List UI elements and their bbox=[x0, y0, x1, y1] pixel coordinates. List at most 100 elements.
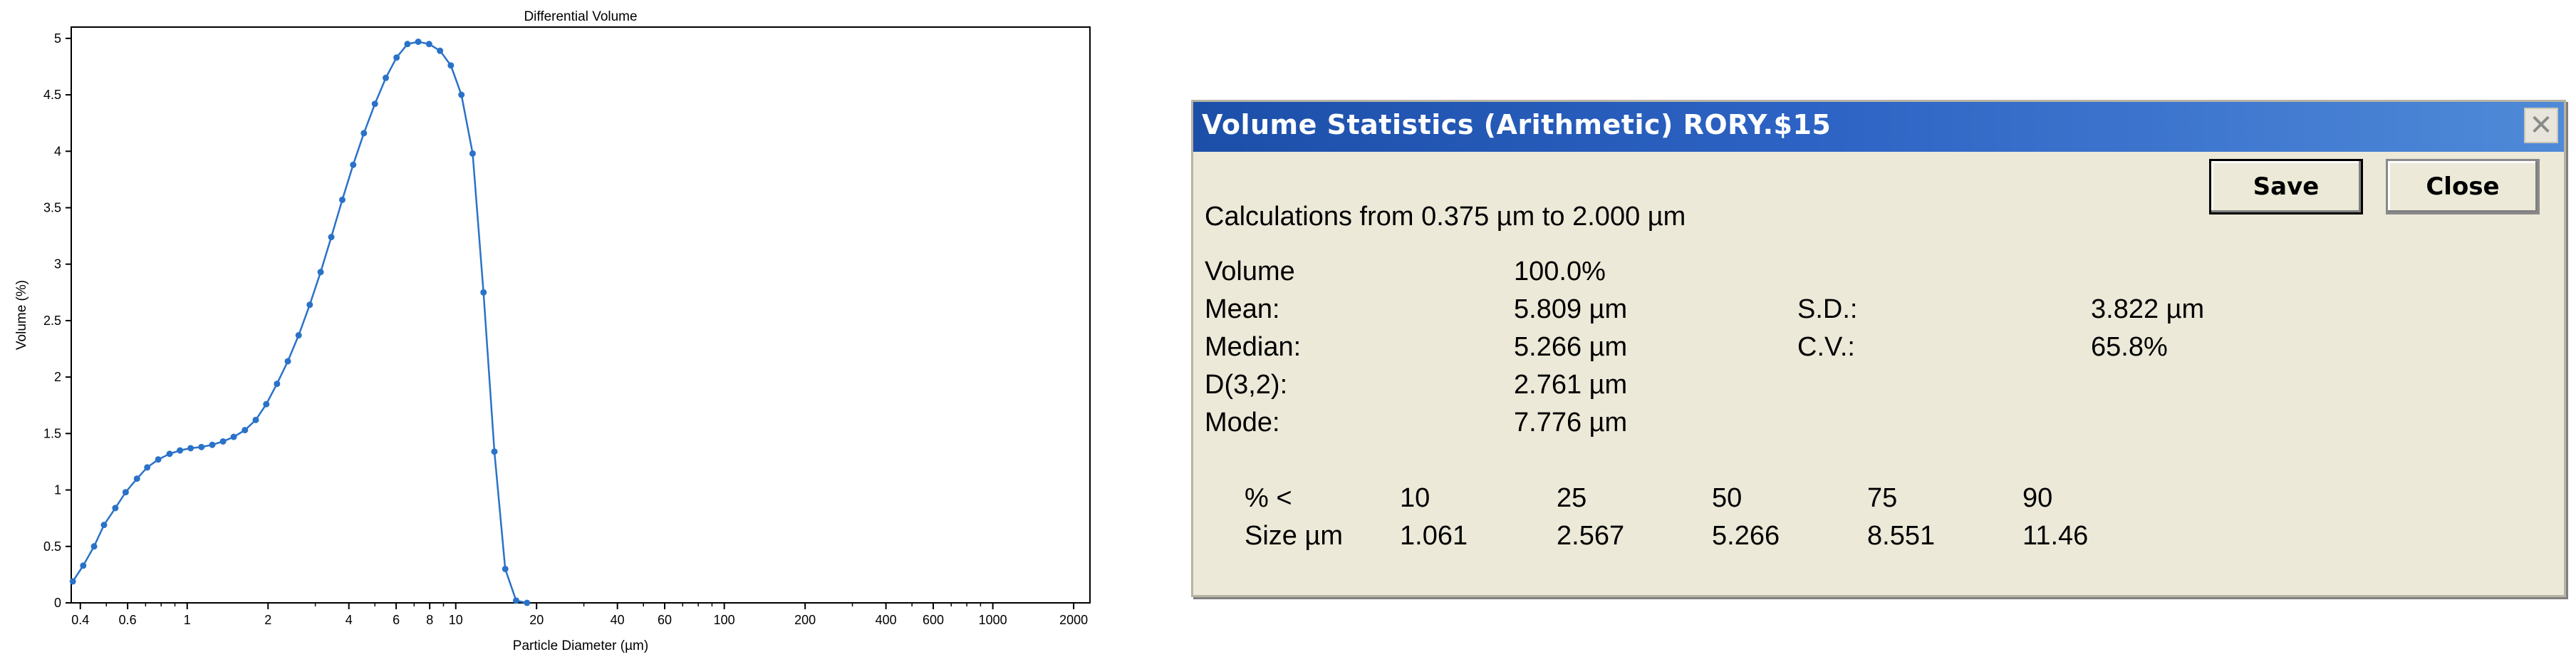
data-point bbox=[155, 456, 162, 463]
data-point bbox=[166, 450, 173, 457]
plot-frame bbox=[71, 26, 1091, 604]
cv-value: 65.8% bbox=[2091, 332, 2168, 362]
mode-label: Mode: bbox=[1205, 408, 1280, 438]
x-tick-label: 2000 bbox=[1059, 613, 1088, 627]
data-point bbox=[133, 475, 140, 482]
size-cell: 11.46 bbox=[2022, 521, 2089, 551]
mean-value: 5.809 µm bbox=[1514, 294, 1628, 324]
data-point bbox=[480, 289, 487, 296]
differential-volume-chart: Differential Volume 0 0.5 1 1.5 2 2.5 3 3.5 4 4.5 5… bbox=[0, 0, 1111, 662]
data-point bbox=[112, 505, 119, 512]
size-cell: 8.551 bbox=[1867, 521, 1936, 551]
data-point bbox=[177, 447, 184, 454]
x-tick-label: 400 bbox=[876, 613, 897, 627]
data-point bbox=[512, 597, 519, 604]
data-point bbox=[393, 54, 400, 61]
data-point bbox=[263, 400, 270, 408]
data-point bbox=[274, 381, 281, 388]
x-tick-label: 1000 bbox=[979, 613, 1007, 627]
close-icon[interactable]: ✕ bbox=[2524, 108, 2558, 143]
x-tick-label: 0.6 bbox=[119, 613, 137, 627]
calc-range-text: Calculations from 0.375 µm to 2.000 µm bbox=[1205, 202, 1686, 232]
data-point bbox=[295, 332, 302, 339]
sd-label: S.D.: bbox=[1797, 294, 1858, 324]
y-tick-label: 2.5 bbox=[43, 314, 61, 328]
y-tick-label: 0.5 bbox=[43, 539, 61, 554]
chart-title: Differential Volume bbox=[524, 9, 637, 24]
median-label: Median: bbox=[1205, 332, 1302, 362]
data-point bbox=[338, 196, 346, 203]
data-point bbox=[219, 438, 227, 445]
percentile-cell: 90 bbox=[2022, 483, 2053, 513]
d32-label: D(3,2): bbox=[1205, 370, 1288, 400]
volume-value: 100.0% bbox=[1514, 257, 1606, 286]
percentile-row-label: % < bbox=[1245, 483, 1292, 513]
data-point bbox=[328, 234, 335, 241]
y-tick-label: 5 bbox=[54, 31, 61, 46]
x-tick-label: 200 bbox=[794, 613, 816, 627]
volume-label: Volume bbox=[1205, 257, 1295, 286]
x-tick-label: 600 bbox=[923, 613, 944, 627]
x-tick-label: 6 bbox=[393, 613, 400, 627]
dialog-title: Volume Statistics (Arithmetic) RORY.$15 bbox=[1202, 109, 1832, 140]
percentile-cell: 25 bbox=[1557, 483, 1587, 513]
data-point bbox=[415, 38, 422, 46]
median-value: 5.266 µm bbox=[1514, 332, 1628, 362]
x-tick-label: 2 bbox=[264, 613, 271, 627]
cv-label: C.V.: bbox=[1797, 332, 1855, 362]
data-point bbox=[284, 358, 291, 365]
x-tick-label: 100 bbox=[714, 613, 735, 627]
size-row-label: Size µm bbox=[1245, 521, 1344, 551]
data-point bbox=[306, 301, 313, 309]
data-point bbox=[458, 91, 465, 98]
y-axis-title: Volume (%) bbox=[14, 280, 29, 350]
size-cell: 2.567 bbox=[1557, 521, 1625, 551]
y-tick-label: 3 bbox=[54, 257, 61, 271]
y-tick-label: 1.5 bbox=[43, 426, 61, 440]
data-point bbox=[317, 269, 324, 276]
d32-value: 2.761 µm bbox=[1514, 370, 1628, 400]
data-point bbox=[187, 445, 194, 452]
x-tick-label: 10 bbox=[449, 613, 463, 627]
data-point bbox=[209, 441, 216, 448]
x-tick-label: 8 bbox=[426, 613, 433, 627]
volume-statistics-dialog: Volume Statistics (Arithmetic) RORY.$15 … bbox=[1191, 100, 2566, 597]
data-point bbox=[100, 522, 108, 529]
sd-value: 3.822 µm bbox=[2091, 294, 2205, 324]
x-tick-label: 60 bbox=[658, 613, 672, 627]
data-point bbox=[242, 427, 249, 434]
chart-svg: Differential Volume 0 0.5 1 1.5 2 2.5 3 3.5 4 4.5 5… bbox=[14, 9, 1091, 653]
y-tick-label: 4.5 bbox=[43, 88, 61, 102]
save-button[interactable]: Save bbox=[2209, 159, 2363, 214]
data-point bbox=[437, 47, 444, 54]
x-tick-label: 4 bbox=[346, 613, 353, 627]
data-point bbox=[383, 74, 390, 81]
data-point bbox=[90, 543, 98, 550]
mode-value: 7.776 µm bbox=[1514, 408, 1628, 438]
y-tick-label: 1 bbox=[54, 483, 61, 497]
data-point bbox=[425, 41, 432, 48]
data-point bbox=[404, 41, 411, 48]
data-point bbox=[122, 489, 129, 496]
data-point bbox=[371, 100, 378, 108]
percentile-cell: 10 bbox=[1400, 483, 1430, 513]
data-point bbox=[80, 562, 87, 569]
y-tick-label: 0 bbox=[54, 596, 61, 610]
x-tick-label: 0.4 bbox=[71, 613, 89, 627]
data-point bbox=[524, 599, 531, 606]
x-tick-label: 1 bbox=[184, 613, 191, 627]
x-tick-label: 20 bbox=[529, 613, 544, 627]
data-point bbox=[230, 433, 237, 440]
size-cell: 1.061 bbox=[1400, 521, 1468, 551]
data-point bbox=[491, 448, 498, 455]
data-point bbox=[502, 565, 509, 572]
percentile-cell: 50 bbox=[1712, 483, 1743, 513]
data-point bbox=[144, 464, 151, 471]
y-tick-label: 2 bbox=[54, 370, 61, 384]
y-tick-label: 4 bbox=[54, 144, 61, 158]
dialog-titlebar[interactable]: Volume Statistics (Arithmetic) RORY.$15 … bbox=[1193, 102, 2564, 152]
data-point bbox=[360, 130, 368, 137]
close-button[interactable]: Close bbox=[2386, 159, 2540, 214]
data-point bbox=[469, 150, 476, 157]
data-point bbox=[69, 578, 76, 585]
